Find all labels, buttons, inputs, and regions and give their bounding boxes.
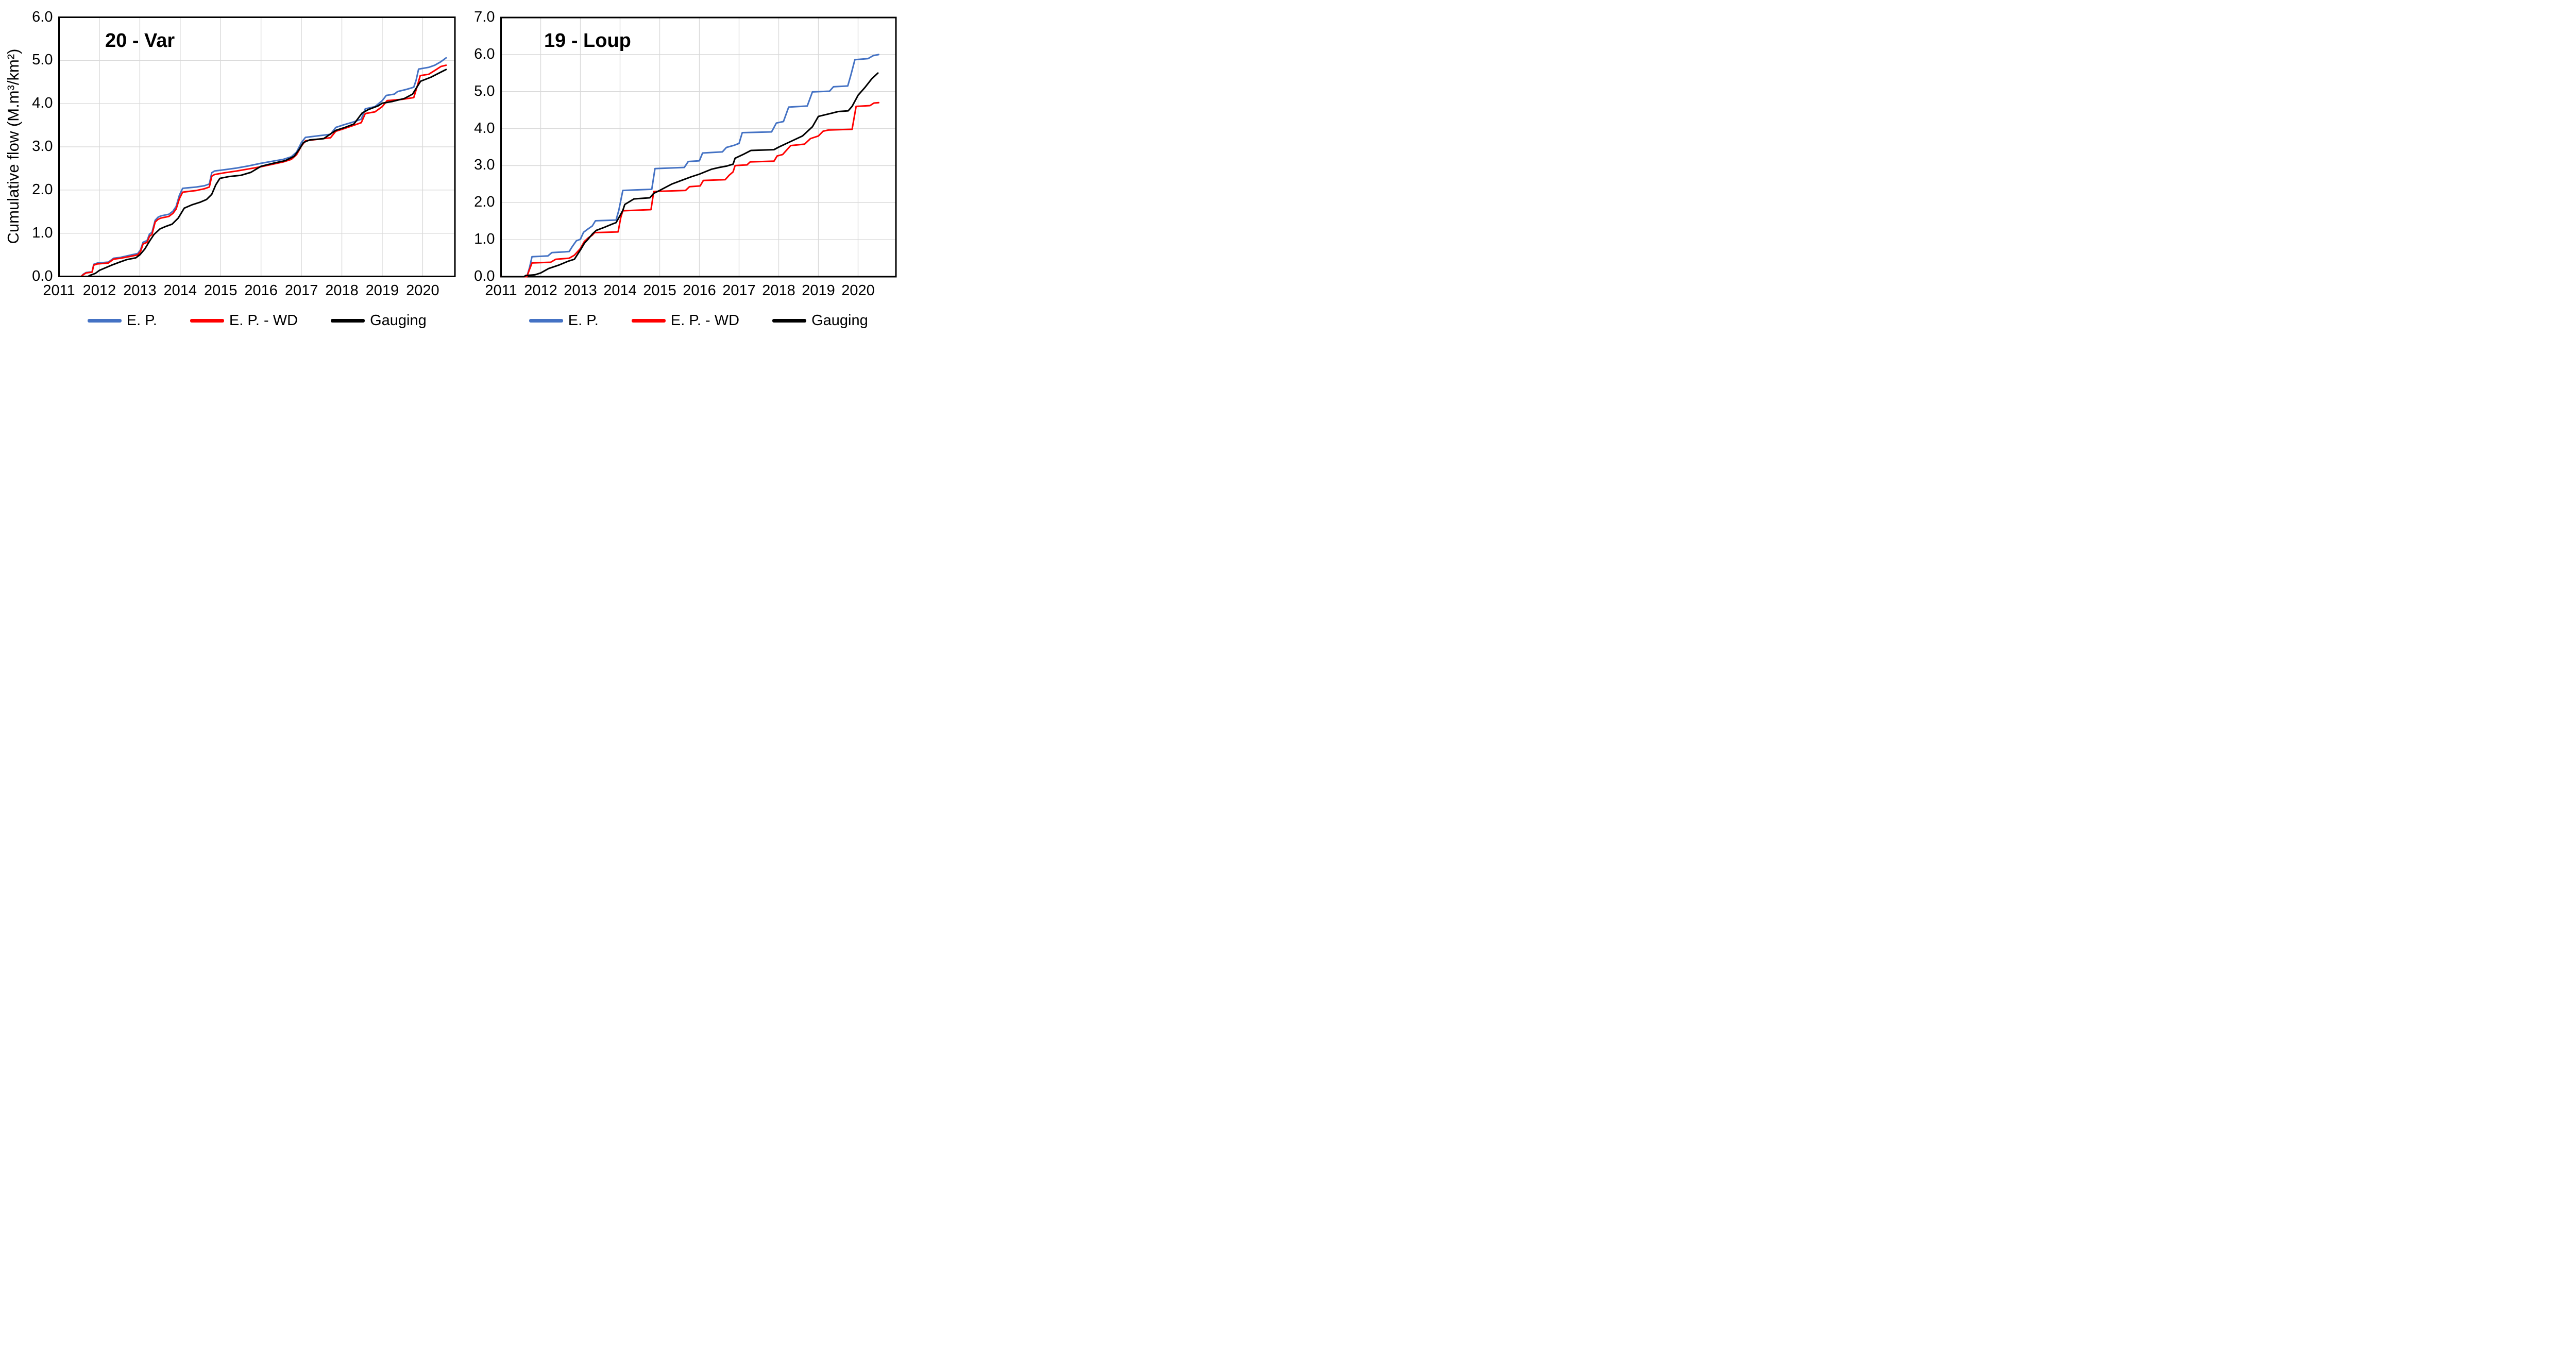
x-tick-label: 2013 — [123, 282, 157, 299]
legend-label: Gauging — [370, 312, 427, 329]
x-tick-label: 2019 — [802, 282, 835, 299]
series-line-gauging — [58, 69, 447, 277]
legend-item-epwd: E. P. - WD — [631, 312, 740, 329]
y-tick-label: 3.0 — [32, 138, 53, 155]
series-line-epwd — [500, 101, 879, 278]
series-line-epwd — [58, 64, 447, 277]
series-line-ep — [58, 57, 447, 277]
y-tick-label: 2.0 — [32, 181, 53, 198]
y-tick-label: 5.0 — [474, 82, 495, 99]
x-tick-label: 2013 — [564, 282, 597, 299]
x-tick-label: 2019 — [365, 282, 399, 299]
gridlines — [501, 18, 896, 277]
x-tick-label: 2012 — [524, 282, 557, 299]
x-tick-label: 2020 — [841, 282, 875, 299]
x-tick-label: 2016 — [244, 282, 278, 299]
legend-line-icon — [772, 319, 807, 323]
x-tick-label: 2015 — [204, 282, 238, 299]
x-tick-label: 2020 — [406, 282, 439, 299]
series-line-ep — [500, 54, 879, 278]
y-tick-label: 1.0 — [474, 231, 495, 248]
y-tick-label: 4.0 — [474, 120, 495, 137]
legend-label: E. P. — [568, 312, 599, 329]
y-tick-label: 2.0 — [474, 194, 495, 211]
y-tick-label: 7.0 — [474, 9, 495, 25]
panel-loup — [500, 16, 897, 278]
y-tick-label: 6.0 — [474, 45, 495, 62]
x-tick-label: 2011 — [485, 282, 517, 299]
legend-item-gauging: Gauging — [331, 312, 427, 329]
x-tick-label: 2017 — [722, 282, 756, 299]
legend-var: E. P. E. P. - WD Gauging — [87, 312, 427, 329]
gridlines — [59, 17, 455, 277]
y-tick-label: 5.0 — [32, 52, 53, 69]
x-tick-label: 2012 — [82, 282, 116, 299]
chart-canvas — [58, 16, 897, 278]
legend-item-ep: E. P. — [529, 312, 599, 329]
legend-label: Gauging — [811, 312, 868, 329]
legend-item-gauging: Gauging — [772, 312, 868, 329]
legend-line-icon — [331, 319, 365, 323]
legend-line-icon — [529, 319, 563, 323]
y-tick-label: 0.0 — [32, 267, 53, 284]
y-tick-label: 1.0 — [32, 224, 53, 241]
x-tick-label: 2011 — [43, 282, 75, 299]
y-tick-label: 6.0 — [32, 8, 53, 25]
x-tick-label: 2018 — [762, 282, 795, 299]
legend-item-ep: E. P. — [87, 312, 157, 329]
y-tick-label: 3.0 — [474, 157, 495, 174]
x-tick-label: 2017 — [284, 282, 318, 299]
legend-label: E. P. - WD — [670, 312, 740, 329]
y-tick-label: 4.0 — [32, 95, 53, 112]
legend-label: E. P. — [126, 312, 157, 329]
legend-label: E. P. - WD — [229, 312, 298, 329]
panel-title-var: 20 - Var — [105, 30, 175, 52]
figure: Cumulative flow (M.m³/km²) 20 - Var 19 -… — [0, 0, 903, 338]
plot-frame — [58, 16, 456, 277]
legend-line-icon — [631, 319, 666, 323]
x-tick-label: 2014 — [163, 282, 197, 299]
legend-line-icon — [87, 319, 122, 323]
panel-var — [58, 16, 456, 277]
y-tick-label: 0.0 — [474, 268, 495, 284]
x-tick-label: 2018 — [325, 282, 359, 299]
x-tick-label: 2014 — [603, 282, 637, 299]
legend-item-epwd: E. P. - WD — [190, 312, 298, 329]
legend-loup: E. P. E. P. - WD Gauging — [529, 312, 868, 329]
panel-title-loup: 19 - Loup — [544, 30, 631, 52]
series-line-gauging — [500, 72, 879, 278]
x-tick-label: 2016 — [683, 282, 716, 299]
plot-frame — [500, 16, 897, 278]
legend-line-icon — [190, 319, 224, 323]
x-tick-label: 2015 — [643, 282, 676, 299]
